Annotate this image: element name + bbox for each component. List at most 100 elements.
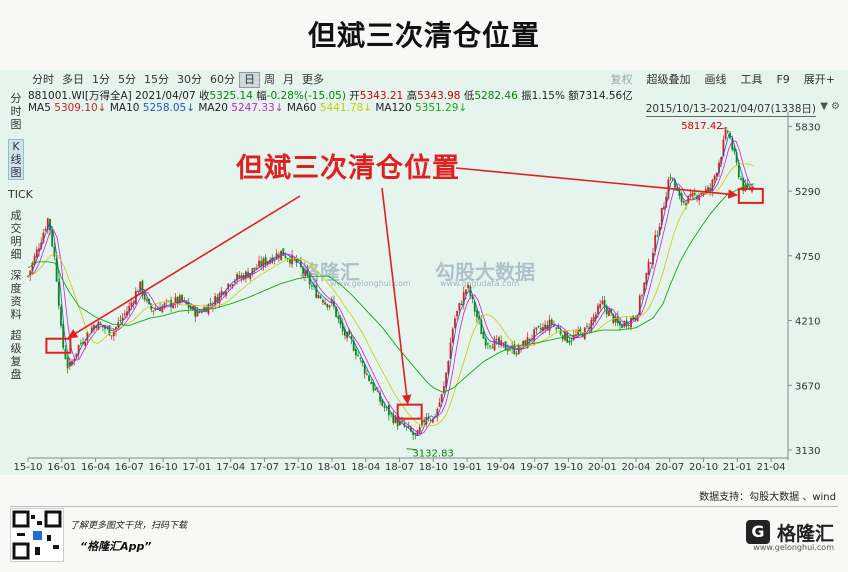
sidebar-item-0[interactable]: 分时图: [10, 92, 22, 131]
y-tick-label-0: 3130: [795, 446, 820, 457]
period-tab-6[interactable]: 60分: [210, 73, 235, 86]
period-tab-3[interactable]: 5分: [118, 73, 136, 86]
candle-body: [209, 303, 212, 305]
clear-position-box-0: [45, 337, 72, 354]
period-tab-7[interactable]: 日: [239, 72, 260, 88]
high-value: 5343.98: [417, 90, 461, 102]
candle-body: [86, 332, 89, 341]
candle-body: [174, 297, 177, 305]
candle-body: [407, 426, 410, 428]
sidebar-item-3[interactable]: 成交明细: [10, 209, 22, 261]
candle-body: [253, 267, 256, 270]
candle-body: [44, 228, 47, 231]
open-value: 5343.21: [359, 90, 404, 102]
candle-body: [634, 317, 637, 320]
candle-body: [456, 310, 459, 317]
tool-button-2[interactable]: 画线: [704, 73, 727, 86]
period-tab-5[interactable]: 30分: [177, 73, 202, 86]
x-tick-label-13: 19-01: [453, 462, 482, 473]
x-tick-label-16: 19-10: [554, 462, 583, 473]
x-tick-label-14: 19-04: [486, 462, 515, 473]
candle-body: [216, 296, 219, 303]
chg-value: -0.28%(-15.05): [266, 90, 346, 102]
x-tick-label-2: 16-04: [81, 462, 110, 473]
period-tab-2[interactable]: 1分: [92, 73, 110, 86]
chg-label: 幅: [256, 90, 267, 102]
candle-body: [150, 305, 153, 310]
candle-body: [388, 405, 390, 416]
candle-body: [38, 248, 40, 252]
candle-body: [480, 320, 483, 335]
period-tab-10[interactable]: 更多: [302, 73, 324, 86]
qr-code-icon[interactable]: [10, 508, 64, 562]
candle-body: [548, 319, 551, 332]
candle-body: [123, 313, 126, 316]
candle-body: [678, 190, 681, 196]
candle-body: [277, 255, 280, 258]
low-value: 5282.46: [474, 90, 518, 102]
candle-body: [181, 294, 183, 302]
candle-body: [145, 299, 148, 302]
sidebar-item-5[interactable]: 超级复盘: [10, 329, 22, 381]
candle-body: [643, 282, 646, 295]
close-value: 5325.14: [209, 90, 253, 102]
sidebar-item-4[interactable]: 深度资料: [10, 269, 22, 321]
tool-button-0[interactable]: 复权: [610, 73, 633, 86]
candle-body: [95, 325, 98, 329]
sidebar-item-1[interactable]: K线图: [8, 139, 24, 180]
tool-button-1[interactable]: 超级叠加: [646, 73, 691, 86]
candle-body: [467, 285, 470, 289]
candle-body: [522, 340, 525, 347]
candle-body: [451, 328, 454, 343]
date-range[interactable]: 2015/10/13-2021/04/07(1338日): [645, 103, 816, 117]
candle-body: [647, 261, 650, 275]
quote-info: 881001.WI[万得全A] 2021/04/07 收5325.14 幅-0.…: [28, 88, 633, 103]
candle-body: [638, 295, 641, 315]
tool-button-4[interactable]: F9: [776, 73, 790, 86]
candle-body: [229, 285, 232, 287]
candle-body: [443, 386, 445, 393]
candle-body: [623, 321, 626, 327]
period-tab-8[interactable]: 周: [264, 73, 275, 86]
candle-body: [330, 299, 333, 304]
candle-body: [577, 330, 580, 336]
candle-body: [51, 228, 54, 247]
candle-body: [720, 157, 723, 165]
ma-value-3: 5441.78↓: [319, 102, 376, 114]
candle-body: [493, 339, 496, 351]
annotation-label-1: 3132.83: [412, 449, 453, 460]
watermark-url: www.gelonghui.com: [330, 279, 411, 288]
candle-body: [454, 318, 456, 328]
x-tick-label-18: 20-04: [621, 462, 650, 473]
candle-body: [374, 388, 377, 391]
candle-body: [82, 341, 84, 344]
candle-body: [359, 357, 362, 359]
candle-body: [308, 274, 311, 285]
candle-body: [550, 319, 553, 325]
period-tab-4[interactable]: 15分: [144, 73, 169, 86]
range-dropdown-icon[interactable]: ▼: [820, 101, 828, 112]
brand-name: 格隆汇: [776, 523, 834, 545]
candle-body: [315, 285, 318, 298]
candle-body: [97, 321, 100, 330]
settings-icon[interactable]: ⚙: [831, 101, 840, 112]
candle-body: [469, 286, 472, 297]
tool-button-5[interactable]: 展开+: [803, 73, 835, 86]
period-tab-0[interactable]: 分时: [32, 73, 54, 86]
x-tick-label-12: 18-10: [419, 462, 448, 473]
candle-body: [460, 304, 463, 306]
candle-body: [656, 235, 659, 237]
period-tab-1[interactable]: 多日: [62, 73, 84, 86]
candle-body: [674, 179, 676, 188]
ma-line-1: [27, 140, 755, 435]
candle-body: [392, 414, 395, 424]
candle-body: [537, 326, 540, 328]
period-tab-9[interactable]: 月: [283, 73, 294, 86]
candle-body: [509, 349, 511, 351]
candle-body: [357, 355, 360, 357]
x-tick-label-17: 20-01: [588, 462, 617, 473]
candle-body: [636, 314, 639, 322]
tool-button-3[interactable]: 工具: [740, 73, 763, 86]
data-source: 数据支持：勾股大数据 、wind: [699, 492, 836, 503]
candle-body: [304, 270, 307, 276]
